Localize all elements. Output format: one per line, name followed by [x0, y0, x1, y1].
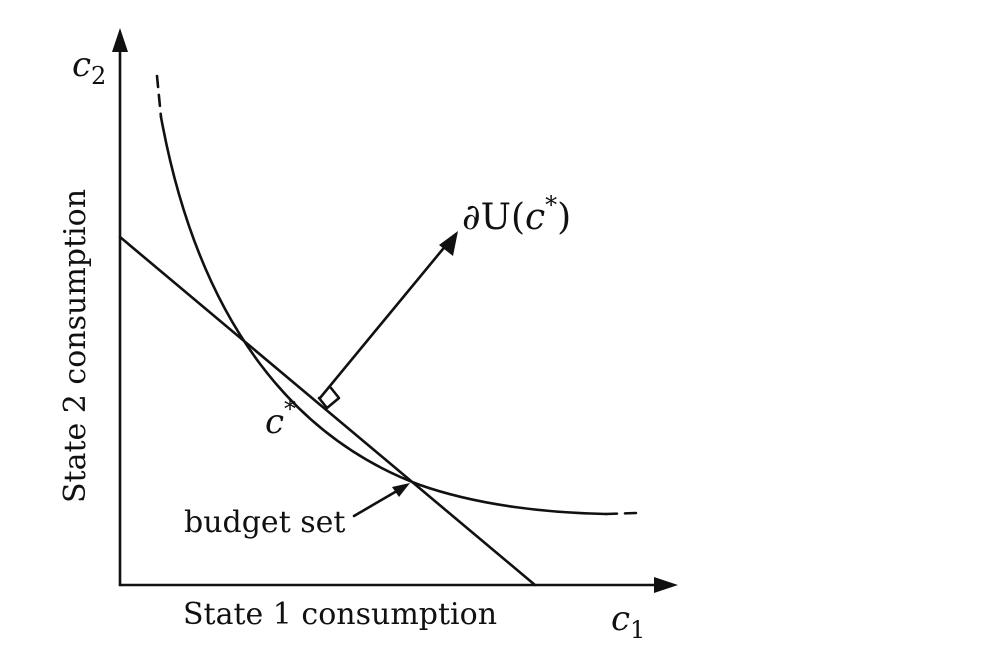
indifference-curve: [159, 115, 608, 516]
right-angle-marker: [317, 386, 341, 410]
budget-callout-arrowhead: [392, 483, 410, 497]
gradient-label: ∂U(c*): [462, 191, 571, 238]
y-axis-arrowhead: [112, 28, 128, 52]
indifference-curve-dashed-top: [155, 74, 163, 119]
y-axis-symbol: c2: [72, 45, 106, 90]
budget-callout-arrow: [352, 486, 404, 518]
gradient-arrowhead: [439, 231, 458, 256]
optimum-point-label: c*: [265, 395, 296, 442]
budget-line: [118, 235, 537, 587]
indifference-curve-dashed-right: [604, 511, 638, 516]
y-axis-label: State 2 consumption: [58, 189, 93, 503]
x-axis-label: State 1 consumption: [183, 597, 497, 632]
x-axis-symbol: c1: [611, 599, 645, 644]
gradient-arrow: [318, 236, 454, 400]
x-axis-arrowhead: [654, 577, 678, 593]
budget-set-label: budget set: [184, 505, 345, 540]
